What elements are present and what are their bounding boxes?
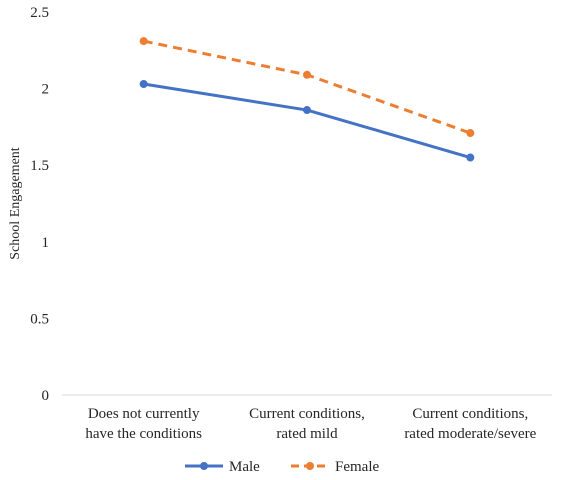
data-point-female — [466, 129, 475, 138]
data-point-female — [303, 70, 311, 79]
y-axis-title: School Engagement — [8, 147, 23, 259]
legend-item-female: Female — [291, 459, 379, 475]
y-tick-label: 1.5 — [30, 158, 49, 174]
x-category-label: Current conditions, rated mild — [249, 406, 365, 442]
legend-marker — [306, 462, 314, 470]
y-tick-label: 0 — [42, 388, 50, 404]
series-line-male — [143, 82, 471, 159]
legend-marker — [200, 462, 208, 470]
data-point-female — [139, 37, 148, 46]
series-line-female — [143, 39, 471, 135]
legend-label: Female — [335, 459, 379, 475]
x-category-label: Does not currently have the conditions — [85, 406, 202, 442]
y-tick-label: 0.5 — [30, 311, 49, 327]
data-point-male — [139, 80, 148, 89]
y-tick-label: 2.5 — [30, 5, 49, 21]
y-tick-label: 1 — [42, 235, 50, 251]
y-tick-label: 2 — [42, 82, 50, 98]
data-point-male — [303, 106, 311, 115]
x-category-label: Current conditions, rated moderate/severe — [404, 406, 536, 442]
data-point-male — [466, 153, 475, 162]
legend-label: Male — [229, 459, 260, 475]
legend-item-male: Male — [185, 459, 260, 475]
